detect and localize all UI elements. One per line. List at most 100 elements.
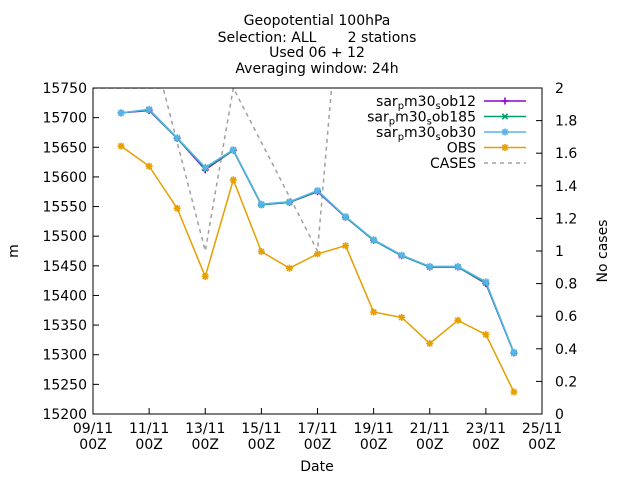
- x-tick-label-date: 19/11: [353, 421, 393, 437]
- y-tick-label: 15700: [42, 111, 87, 127]
- chart-title: Geopotential 100hPa Selection: ALL 2 sta…: [218, 13, 417, 77]
- y2-tick-label: 2: [555, 81, 564, 97]
- y-tick-label: 15350: [42, 318, 87, 334]
- series-layer: [117, 105, 518, 396]
- data-point: [342, 213, 350, 221]
- data-point: [454, 262, 462, 270]
- data-point: [510, 348, 518, 356]
- data-point: [201, 163, 209, 171]
- data-point: [454, 316, 462, 324]
- x-tick-label-date: 23/11: [466, 421, 506, 437]
- y-axis-ticks: 15200 15250 15300 15350 15400 15450 15500 15550…: [42, 81, 99, 423]
- x-tick-label-time: 00Z: [360, 437, 387, 453]
- y2-tick-label: 0.4: [555, 342, 577, 358]
- x-tick-label-time: 00Z: [416, 437, 443, 453]
- x-tick-label-date: 25/11: [522, 421, 562, 437]
- data-point: [398, 251, 406, 259]
- y2-tick-label: 1.4: [555, 179, 577, 195]
- data-point: [257, 200, 265, 208]
- data-point: [201, 272, 209, 280]
- legend-label: OBS: [447, 141, 476, 157]
- data-point: [145, 162, 153, 170]
- x-tick-label-time: 00Z: [304, 437, 331, 453]
- legend-label: CASES: [430, 156, 476, 172]
- y-tick-label: 15600: [42, 170, 87, 186]
- y2-tick-label: 0.6: [555, 309, 577, 325]
- series-obs: [117, 142, 518, 396]
- y2-tick-label: 0.8: [555, 277, 577, 293]
- title-line-2: Selection: ALL 2 stations: [218, 30, 417, 46]
- data-point: [398, 313, 406, 321]
- data-point: [501, 128, 509, 136]
- data-point: [370, 308, 378, 316]
- y2-tick-label: 0: [555, 407, 564, 423]
- data-point: [257, 248, 265, 256]
- data-point: [342, 242, 350, 250]
- legend-entry: sarpm30sob185: [367, 110, 526, 128]
- x-axis-ticks: 09/1100Z11/1100Z13/1100Z15/1100Z17/1100Z…: [73, 408, 562, 453]
- y2-axis-label: No cases: [595, 220, 611, 283]
- data-point: [173, 204, 181, 212]
- y-tick-label: 15500: [42, 229, 87, 245]
- y-tick-label: 15450: [42, 259, 87, 275]
- x-tick-label-time: 00Z: [79, 437, 106, 453]
- data-point: [510, 388, 518, 396]
- data-point: [426, 339, 434, 347]
- legend-entry: OBS: [447, 141, 526, 157]
- y-tick-label: 15300: [42, 348, 87, 364]
- data-point: [426, 262, 434, 270]
- data-point: [501, 144, 509, 151]
- legend-entry: CASES: [430, 156, 526, 172]
- x-tick-label-time: 00Z: [528, 437, 555, 453]
- y2-tick-label: 0.2: [555, 374, 577, 390]
- data-point: [117, 109, 125, 117]
- data-point: [229, 176, 237, 184]
- legend-entry: sarpm30sob30: [376, 125, 526, 143]
- y-tick-label: 15250: [42, 377, 87, 393]
- y2-tick-label: 1.8: [555, 114, 577, 130]
- y-tick-label: 15750: [42, 81, 87, 97]
- y-tick-label: 15650: [42, 140, 87, 156]
- x-tick-label-time: 00Z: [248, 437, 275, 453]
- x-tick-label-date: 15/11: [241, 421, 281, 437]
- data-point: [285, 264, 293, 272]
- cases-layer: [93, 88, 333, 254]
- data-point: [501, 113, 509, 120]
- title-line-3: Used 06 + 12: [269, 45, 365, 61]
- y-tick-label: 15550: [42, 200, 87, 216]
- data-point: [314, 187, 321, 195]
- y2-tick-label: 1.6: [555, 146, 577, 162]
- legend-entry: sarpm30sob12: [376, 94, 526, 112]
- x-tick-label-date: 17/11: [297, 421, 337, 437]
- y-tick-label: 15400: [42, 288, 87, 304]
- x-axis-label: Date: [300, 459, 333, 475]
- x-tick-label-time: 00Z: [472, 437, 499, 453]
- legend-label: sarpm30sob185: [367, 110, 476, 128]
- x-tick-label-date: 11/11: [129, 421, 169, 437]
- data-point: [314, 250, 321, 258]
- data-point: [482, 278, 490, 286]
- x-tick-label-date: 09/11: [73, 421, 113, 437]
- x-tick-label-time: 00Z: [135, 437, 162, 453]
- x-tick-label-date: 13/11: [185, 421, 225, 437]
- y-axis-label: m: [6, 244, 22, 258]
- data-point: [501, 97, 509, 105]
- data-point: [370, 236, 378, 244]
- data-point: [173, 134, 181, 142]
- data-point: [117, 142, 125, 150]
- data-point: [229, 146, 237, 154]
- title-line-4: Averaging window: 24h: [235, 61, 398, 77]
- x-tick-label-date: 21/11: [410, 421, 450, 437]
- title-line-1: Geopotential 100hPa: [244, 13, 391, 29]
- data-point: [145, 105, 153, 113]
- x-tick-label-time: 00Z: [192, 437, 219, 453]
- y2-tick-label: 1.2: [555, 211, 577, 227]
- legend-label: sarpm30sob12: [376, 94, 476, 112]
- legend-label: sarpm30sob30: [376, 125, 476, 143]
- y-tick-label: 15200: [42, 407, 87, 423]
- cases-line: [93, 88, 333, 254]
- series-sar_pm30_sob30: [117, 105, 518, 356]
- data-point: [285, 198, 293, 206]
- chart-legend: sarpm30sob12sarpm30sob185sarpm30sob30OBS…: [367, 94, 526, 172]
